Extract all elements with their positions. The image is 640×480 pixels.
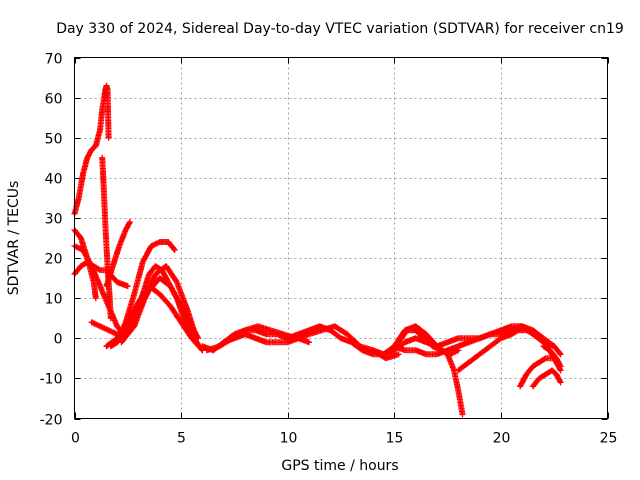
series-track-t bbox=[529, 367, 564, 390]
y-tick-label: 0 bbox=[54, 332, 63, 348]
x-tick-label: 25 bbox=[600, 431, 618, 447]
y-tick-label: 50 bbox=[45, 132, 63, 148]
data-points bbox=[529, 367, 564, 390]
y-tick-label: -10 bbox=[40, 372, 63, 388]
ticks bbox=[74, 57, 609, 420]
series-track-n bbox=[210, 331, 312, 354]
data-points bbox=[103, 219, 133, 290]
x-axis-label: GPS time / hours bbox=[281, 458, 398, 474]
data-points bbox=[540, 343, 564, 370]
data-points bbox=[395, 327, 462, 358]
x-tick-label: 15 bbox=[386, 431, 404, 447]
data-points bbox=[517, 355, 556, 390]
x-tick-label: 10 bbox=[280, 431, 298, 447]
y-tick-label: 40 bbox=[45, 172, 63, 188]
tick-labels: 0 5 10 15 20 25 -20 -10 0 10 20 30 40 50 60 70 bbox=[40, 52, 618, 447]
series-track-q bbox=[395, 327, 462, 358]
y-tick-label: 10 bbox=[45, 292, 63, 308]
y-tick-label: 30 bbox=[45, 212, 63, 228]
x-tick-label: 20 bbox=[493, 431, 511, 447]
x-tick-label: 5 bbox=[177, 431, 186, 447]
data-points bbox=[210, 331, 312, 354]
grid bbox=[74, 57, 608, 419]
x-tick-label: 0 bbox=[71, 431, 80, 447]
plot-frame bbox=[74, 57, 608, 419]
y-tick-label: 20 bbox=[45, 252, 63, 268]
y-tick-label: 60 bbox=[45, 92, 63, 108]
data-points bbox=[103, 283, 206, 354]
series-track-s bbox=[517, 355, 556, 390]
y-tick-label: -20 bbox=[40, 413, 63, 429]
series-track-k bbox=[103, 283, 206, 354]
series-track-f bbox=[103, 219, 133, 290]
y-tick-label: 70 bbox=[45, 52, 63, 68]
data-marks bbox=[71, 82, 564, 418]
chart-title: Day 330 of 2024, Sidereal Day-to-day VTE… bbox=[56, 21, 624, 37]
series-track-u bbox=[540, 343, 564, 370]
y-axis-label: SDTVAR / TECUs bbox=[6, 181, 22, 296]
